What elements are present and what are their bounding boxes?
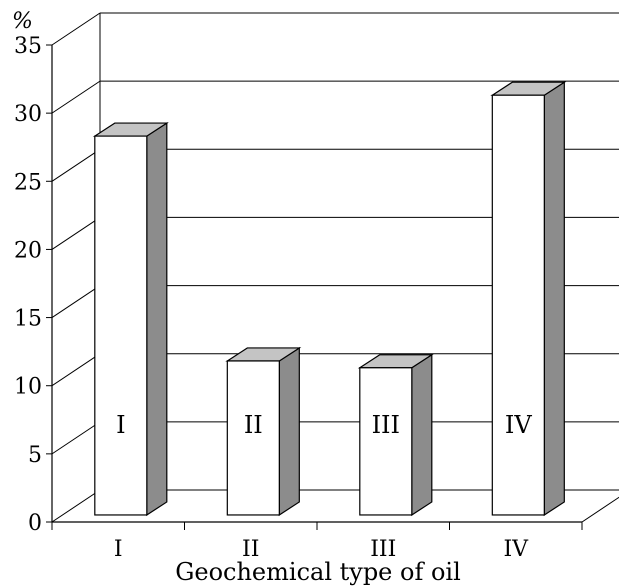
gridline-side-3: [51, 285, 101, 318]
bar-front-0: [94, 135, 148, 516]
y-tick-label-6: 30: [14, 102, 42, 127]
bar-1: II: [225, 346, 302, 517]
bar-side-3: [543, 81, 565, 517]
x-tick-label-3: IV: [503, 537, 529, 562]
y-tick-label-5: 25: [14, 170, 42, 195]
x-tick-label-1: II: [242, 537, 259, 562]
bar-front-1: [226, 360, 280, 516]
gridline-side-6: [51, 80, 101, 114]
bar-side-2: [411, 353, 433, 517]
bar-front-2: [359, 367, 413, 516]
axes: [46, 44, 583, 530]
x-axis-label: Geochemical type of oil: [175, 558, 461, 586]
gridline-side-2: [51, 353, 101, 387]
bar-front-3: [491, 94, 545, 516]
x-tick-label-0: I: [114, 537, 123, 562]
gridline-side-7: [51, 12, 101, 46]
y-tick-label-2: 10: [14, 375, 42, 400]
bar-side-1: [278, 346, 300, 517]
bars: I II III IV: [92, 81, 567, 517]
axis-labels: % Geochemical type of oil 0 5 10 15 20 25 30 35…: [12, 9, 529, 586]
bar-label-1: II: [244, 411, 263, 439]
bar-label-3: IV: [505, 411, 532, 439]
bar-2: III: [357, 353, 434, 517]
bar-0: I: [92, 121, 169, 517]
y-tick-label-3: 15: [14, 307, 42, 332]
bar-3: IV: [490, 81, 567, 517]
bar-side-0: [146, 121, 168, 517]
x-tick-label-2: III: [370, 537, 396, 562]
y-tick-label-0: 0: [28, 511, 42, 536]
gridline-side-4: [51, 217, 101, 250]
gridline-side-5: [51, 148, 101, 182]
y-tick-label-1: 5: [28, 443, 42, 468]
gridline-side-1: [51, 421, 101, 455]
bar-label-2: III: [372, 411, 400, 439]
y-tick-label-7: 35: [14, 34, 42, 59]
y-axis-label: %: [12, 9, 33, 34]
y-tick-label-4: 20: [14, 238, 42, 263]
bar-label-0: I: [116, 411, 125, 439]
